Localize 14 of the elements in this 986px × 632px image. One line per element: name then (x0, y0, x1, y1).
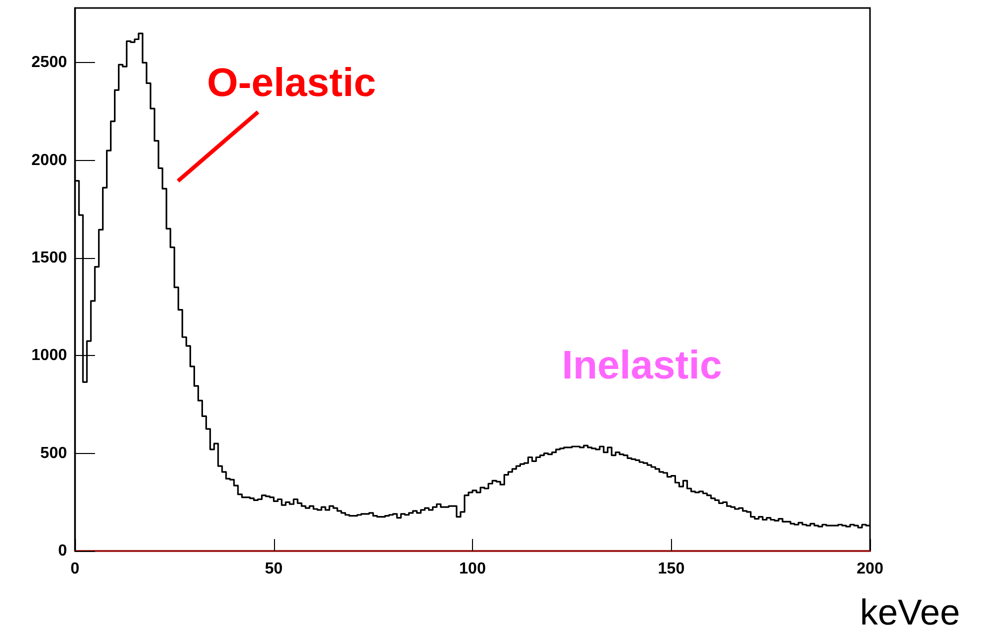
y-tick-label: 500 (40, 444, 68, 462)
y-tick-label: 1500 (31, 250, 68, 267)
x-tick-label: 100 (459, 560, 486, 578)
x-tick-label: 50 (264, 560, 283, 578)
y-tick-label: 0 (58, 542, 68, 560)
y-tick-label: 1000 (31, 347, 68, 364)
x-tick-label: 150 (658, 560, 685, 578)
y-tick-label: 2500 (31, 54, 68, 72)
x-axis-title: keVee (860, 592, 960, 632)
y-tick-label: 2000 (31, 152, 68, 169)
annotation: Inelastic (562, 344, 722, 388)
x-tick-label: 0 (70, 560, 80, 578)
annotation: O-elastic (207, 61, 376, 105)
x-tick-label: 200 (856, 560, 884, 578)
